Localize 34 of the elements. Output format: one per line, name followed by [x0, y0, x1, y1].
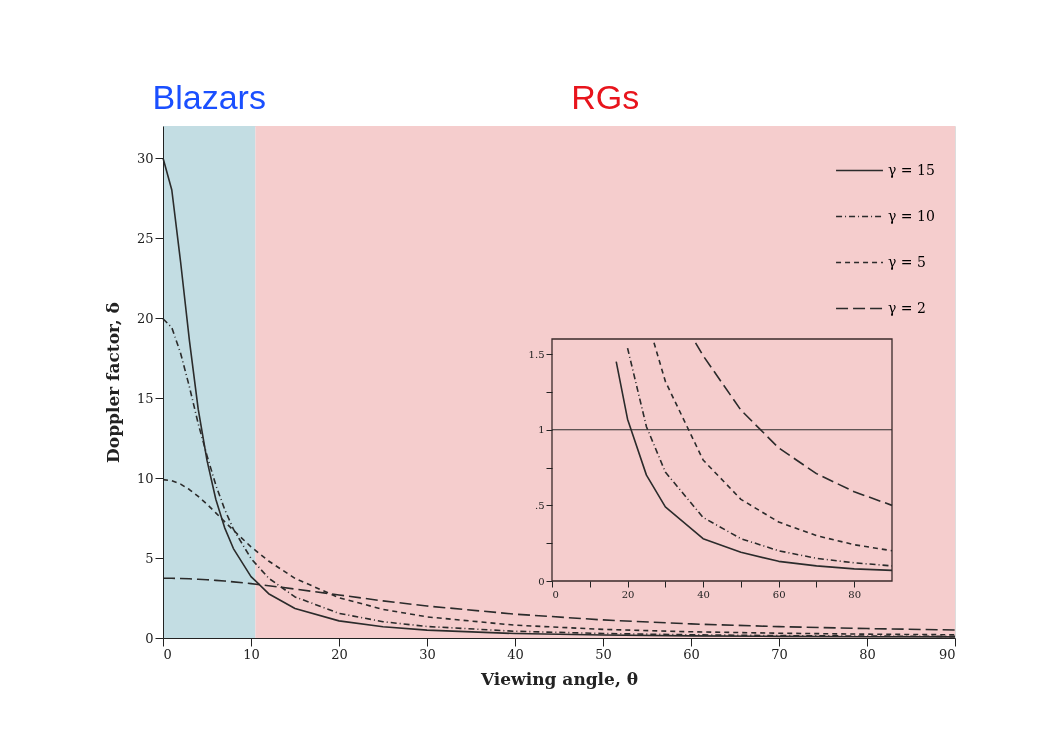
x-tick-label: 0	[163, 646, 172, 662]
x-tick-label: 60	[772, 588, 786, 600]
y-tick-label: 10	[136, 470, 154, 486]
band-label: RGs	[571, 78, 640, 116]
y-tick-label: 1.5	[528, 348, 545, 360]
y-tick-label: .5	[534, 499, 545, 511]
x-tick-label: 90	[938, 646, 956, 662]
x-tick-label: 30	[419, 646, 436, 662]
y-tick-label: 1	[538, 424, 545, 436]
x-tick-label: 10	[243, 646, 260, 662]
x-tick-label: 0	[552, 588, 559, 600]
y-tick-label: 30	[136, 150, 154, 166]
y-tick-label: 15	[136, 390, 154, 406]
y-axis-title: Doppler factor, δ	[102, 302, 123, 463]
x-tick-label: 20	[621, 588, 635, 600]
x-tick-label: 70	[771, 646, 788, 662]
y-tick-label: 20	[136, 310, 154, 326]
y-tick-label: 0	[145, 630, 154, 646]
x-tick-label: 40	[697, 588, 710, 600]
legend-label: γ = 10	[888, 207, 935, 224]
x-axis-title: Viewing angle, θ	[479, 668, 639, 689]
y-tick-label: 0	[538, 575, 545, 587]
y-tick-label: 25	[136, 230, 154, 246]
legend-label: γ = 5	[888, 253, 926, 270]
x-tick-label: 80	[859, 646, 876, 662]
x-tick-label: 50	[595, 646, 612, 662]
legend-label: γ = 2	[888, 299, 926, 316]
x-tick-label: 60	[683, 646, 700, 662]
x-tick-label: 40	[507, 646, 524, 662]
x-tick-label: 20	[331, 646, 348, 662]
legend-label: γ = 15	[888, 161, 935, 178]
x-tick-label: 80	[848, 588, 862, 600]
band-label: Blazars	[152, 78, 266, 116]
y-tick-label: 5	[145, 550, 154, 566]
